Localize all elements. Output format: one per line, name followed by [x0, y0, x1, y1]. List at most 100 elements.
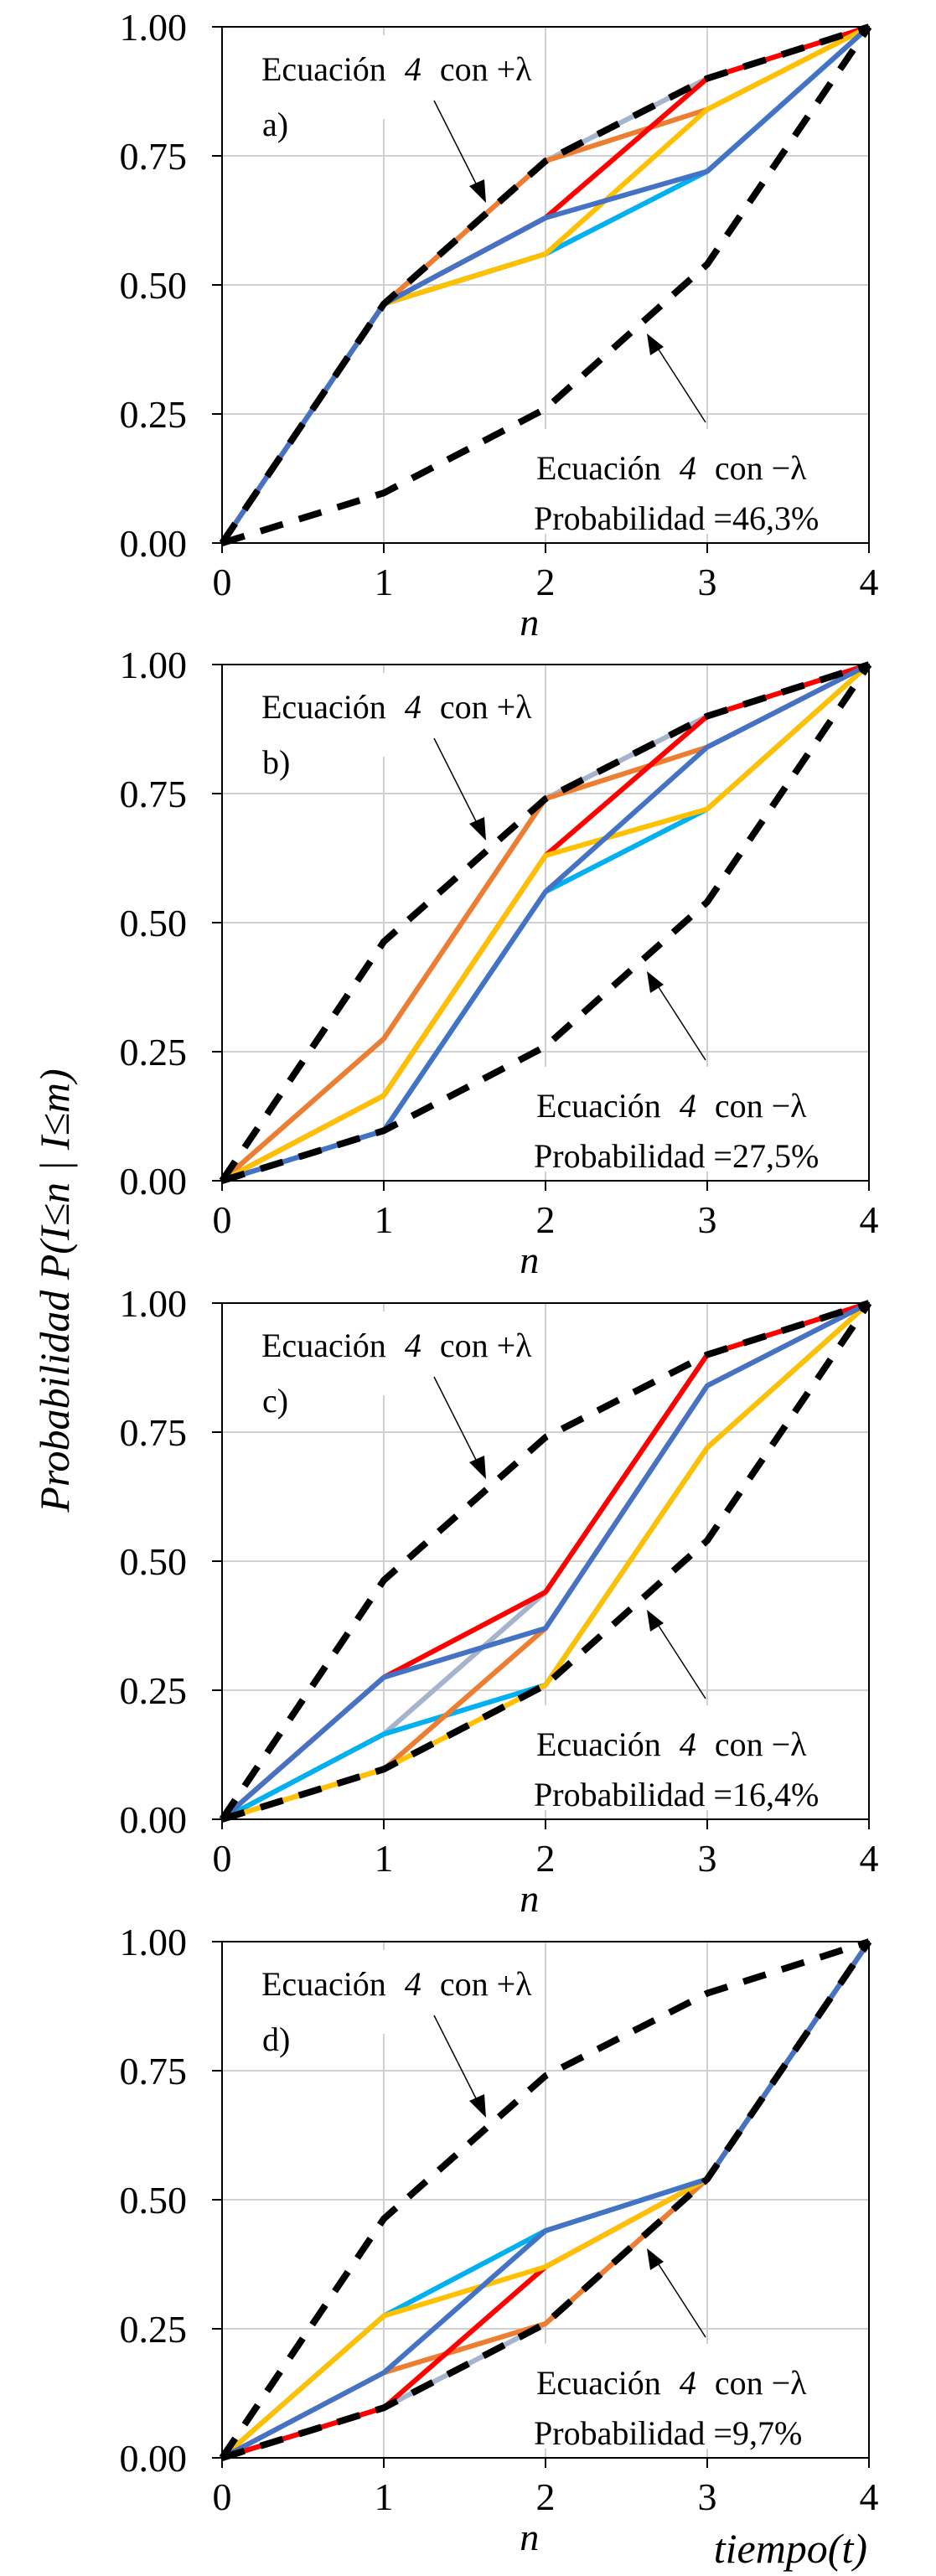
x-tick-label: 0	[213, 2475, 232, 2518]
panel-label: c)	[262, 1382, 288, 1420]
x-tick-label: 1	[375, 1198, 394, 1241]
x-tick-label: 3	[698, 561, 717, 603]
y-tick-label: 0.00	[120, 2437, 188, 2480]
arrow-head-icon	[647, 2248, 664, 2270]
arrow-head-icon	[469, 1456, 486, 1479]
arrow-head-icon	[647, 334, 664, 355]
bound-minus-lambda-line	[220, 662, 872, 1184]
y-tick-label: 1.00	[120, 1282, 188, 1325]
annotation-background	[251, 673, 536, 757]
annotation-plus-lambda: Ecuación 4 con +λ	[261, 1327, 532, 1364]
x-tick-label: 2	[536, 561, 556, 603]
arrow-line	[656, 1622, 706, 1699]
x-tick-label: 1	[375, 1837, 394, 1880]
x-tick-label: 4	[860, 1837, 879, 1880]
x-tick-label: 0	[213, 1837, 232, 1880]
arrow-line	[433, 100, 480, 191]
x-tick-label: 0	[213, 561, 232, 603]
arrow-line	[433, 737, 480, 829]
annotation-plus-lambda: Ecuación 4 con +λ	[261, 688, 532, 726]
panel-label: b)	[262, 743, 290, 781]
x-tick-label: 0	[213, 1198, 232, 1241]
y-tick-label: 0.50	[120, 2179, 188, 2222]
y-tick-label: 0.00	[120, 1798, 188, 1841]
bound-minus-lambda-line	[220, 1301, 872, 1823]
annotation-background	[528, 1067, 838, 1172]
series-line	[220, 24, 871, 545]
y-tick-label: 0.00	[120, 1160, 188, 1203]
x-tick-label: 4	[860, 2475, 879, 2518]
arrow-head-icon	[469, 179, 486, 203]
arrow-line	[433, 2015, 480, 2106]
arrow-line	[656, 346, 706, 423]
panel-label: a)	[262, 106, 288, 143]
probability-label: Probabilidad =16,4%	[534, 1776, 819, 1813]
x-axis-label: n	[520, 1239, 539, 1281]
x-tick-label: 3	[698, 1837, 717, 1880]
x-tick-label: 2	[536, 1198, 556, 1241]
probability-label: Probabilidad =9,7%	[534, 2414, 802, 2452]
annotation-background	[528, 429, 838, 534]
annotation-minus-lambda: Ecuación 4 con −λ	[536, 1087, 807, 1125]
bound-plus-lambda-line	[219, 23, 871, 546]
annotation-plus-lambda: Ecuación 4 con +λ	[261, 1965, 532, 2003]
annotation-minus-lambda: Ecuación 4 con −λ	[536, 1725, 807, 1763]
panel-d: 0.00 0.25 0.50 0.75 1.00 0 1 2 3 4 n Ecuación 4 con +…	[120, 1921, 879, 2558]
y-tick-label: 0.50	[120, 902, 188, 944]
arrow-line	[656, 984, 706, 1061]
y-tick-label: 0.50	[120, 264, 188, 307]
panel-b: 0.00 0.25 0.50 0.75 1.00 0 1 2 3 4 n Ecuación 4 con +…	[120, 644, 879, 1281]
series-line	[220, 662, 871, 1183]
x-tick-label: 2	[536, 2475, 556, 2518]
x-tick-label: 4	[860, 561, 879, 603]
series-line	[221, 662, 871, 1183]
annotation-minus-lambda: Ecuación 4 con −λ	[536, 2364, 807, 2402]
probability-label: Probabilidad =27,5%	[534, 1137, 819, 1175]
y-tick-label: 0.25	[120, 393, 188, 436]
panel-c: 0.00 0.25 0.50 0.75 1.00 0 1 2 3 4 n Ecuación 4 con +…	[120, 1282, 879, 1920]
bound-plus-lambda-line	[219, 1300, 871, 1822]
time-label: tiempo(t)	[714, 2525, 867, 2572]
annotation-background	[528, 1705, 838, 1810]
bound-plus-lambda-line	[219, 661, 871, 1183]
x-axis-label: n	[520, 601, 539, 644]
x-tick-label: 3	[698, 1198, 717, 1241]
x-axis-label: n	[520, 2516, 539, 2558]
annotation-minus-lambda: Ecuación 4 con −λ	[536, 449, 807, 487]
bound-plus-lambda-line	[219, 1938, 871, 2460]
bound-minus-lambda-line	[220, 1939, 872, 2461]
annotation-background	[251, 1950, 536, 2034]
arrow-head-icon	[469, 817, 486, 841]
arrow-head-icon	[647, 971, 664, 993]
series-line	[221, 1301, 871, 1822]
x-tick-label: 1	[375, 2475, 394, 2518]
annotation-background	[251, 1311, 536, 1395]
y-tick-label: 0.75	[120, 773, 188, 815]
arrow-line	[656, 2261, 706, 2338]
y-tick-label: 0.75	[120, 1411, 188, 1454]
bound-minus-lambda-line	[220, 24, 872, 546]
x-tick-label: 3	[698, 2475, 717, 2518]
annotation-background	[251, 35, 536, 119]
y-tick-label: 1.00	[120, 1921, 188, 1963]
arrow-head-icon	[647, 1610, 664, 1632]
arrow-line	[433, 1376, 480, 1467]
y-tick-label: 1.00	[120, 644, 188, 686]
arrow-head-icon	[469, 2094, 486, 2118]
y-tick-label: 0.00	[120, 522, 188, 565]
x-tick-label: 1	[375, 561, 394, 603]
y-tick-label: 1.00	[120, 6, 188, 49]
x-tick-label: 4	[860, 1198, 879, 1241]
probability-label: Probabilidad =46,3%	[534, 499, 819, 537]
x-tick-label: 2	[536, 1837, 556, 1880]
y-tick-label: 0.25	[120, 2308, 188, 2351]
series-line	[220, 1301, 871, 1822]
annotation-plus-lambda: Ecuación 4 con +λ	[261, 50, 532, 88]
panel-a: 0.00 0.25 0.50 0.75 1.00 0 1 2 3 4 n Ecuación 4 con +…	[120, 6, 879, 644]
y-tick-label: 0.75	[120, 135, 188, 178]
x-axis-label: n	[520, 1877, 539, 1920]
y-axis-label: Probabilidad P(I≤n | I≤m)	[31, 1068, 78, 1513]
annotation-background	[528, 2344, 838, 2449]
panel-label: d)	[262, 2020, 290, 2058]
